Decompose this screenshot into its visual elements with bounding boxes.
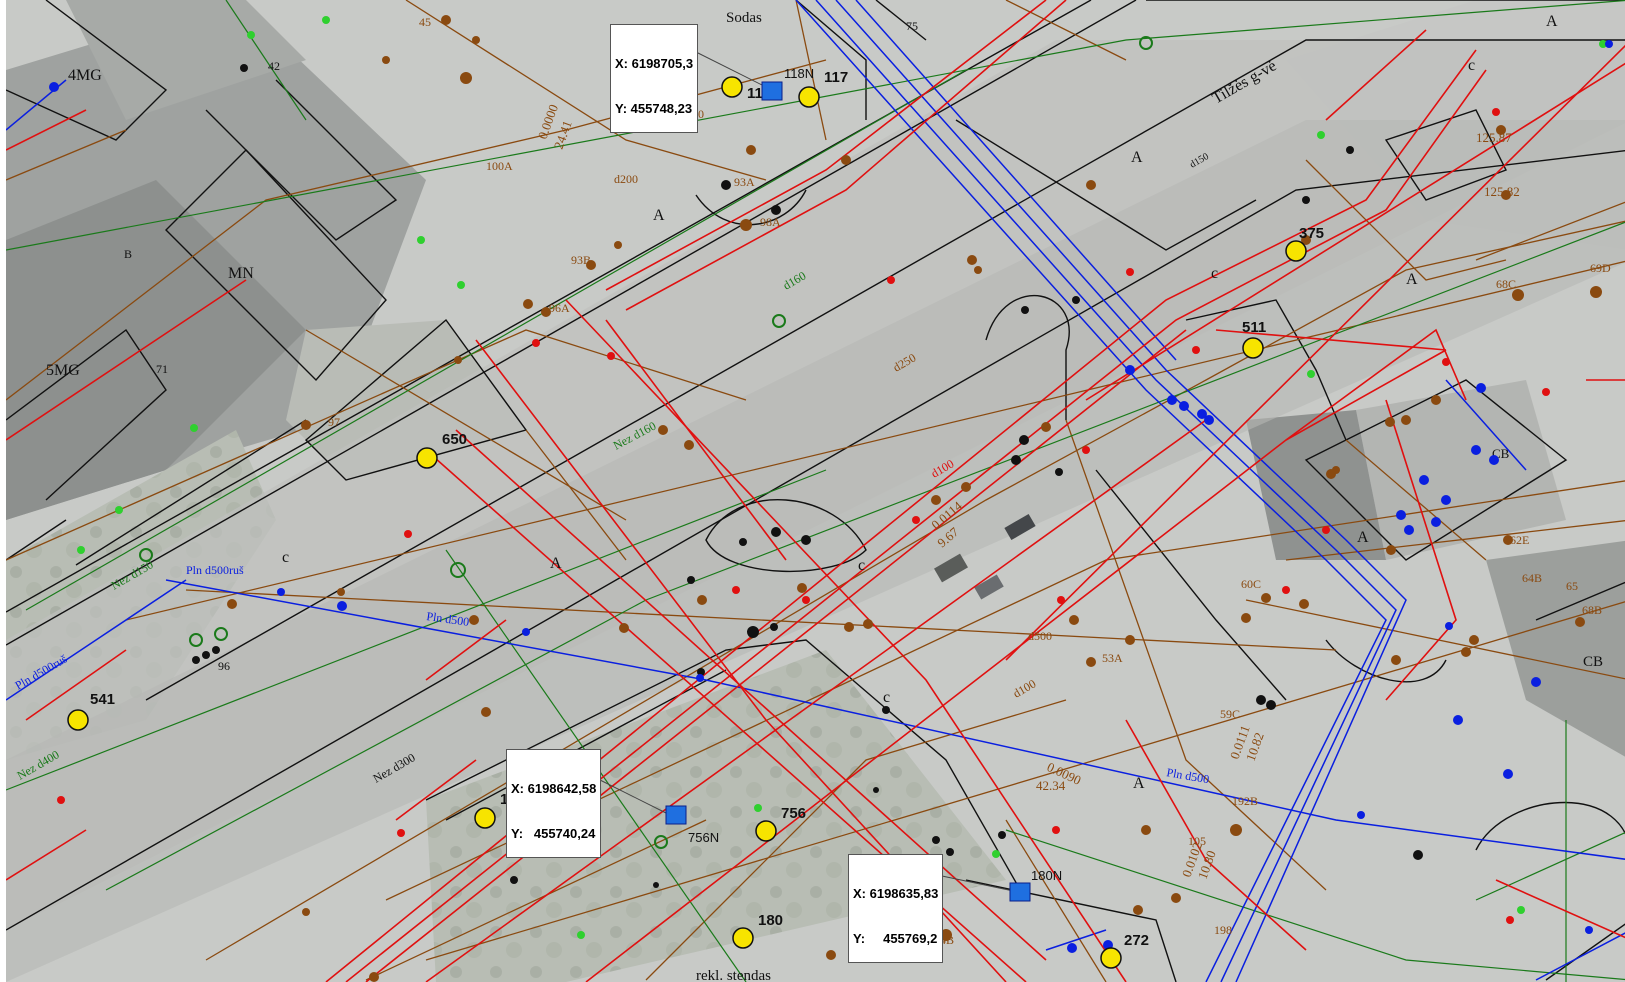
pipe-d200: d200 [614, 172, 638, 186]
svg-text:45: 45 [419, 15, 431, 29]
node-180n[interactable] [1009, 882, 1031, 902]
label-a2: A [653, 207, 665, 224]
node-label-118n: 118N [784, 66, 814, 81]
label-a7: A [1133, 775, 1145, 792]
svg-text:93A: 93A [734, 175, 755, 189]
coordinate-x: X: 6198642,58 [511, 781, 597, 796]
label-a4: A [1406, 271, 1418, 288]
svg-text:60C: 60C [1241, 577, 1261, 591]
point-label-511: 511 [1242, 319, 1266, 336]
point-label-650: 650 [442, 431, 467, 448]
svg-text:65: 65 [1566, 579, 1578, 593]
label-a3: A [1131, 149, 1143, 166]
label-c1: c [282, 549, 289, 566]
label-b: B [124, 247, 132, 261]
coordinate-box-118: X: 6198705,3 Y: 455748,23 [610, 24, 699, 133]
label-cb2: CB [1583, 654, 1603, 670]
svg-text:105: 105 [1188, 834, 1206, 848]
node-label-180n: 180N [1031, 868, 1062, 883]
water-lines [6, 0, 1625, 982]
survey-point-117[interactable] [798, 86, 820, 108]
coordinate-y: Y: 455769,2 [853, 931, 938, 946]
label-a1: A [1546, 13, 1558, 30]
node-label-756n: 756N [688, 830, 719, 845]
label-5mg: 5MG [46, 362, 80, 379]
svg-text:75: 75 [906, 19, 918, 33]
coordinate-x: X: 6198635,83 [853, 886, 939, 901]
svg-text:69D: 69D [1590, 261, 1611, 275]
svg-text:97: 97 [328, 415, 340, 429]
svg-text:42: 42 [268, 59, 280, 73]
label-stendas: rekl. stendas [696, 968, 771, 982]
coordinate-y: Y: 455740,24 [511, 826, 596, 841]
svg-text:53A: 53A [1102, 651, 1123, 665]
survey-point-139[interactable] [474, 807, 496, 829]
label-sodas: Sodas [726, 10, 762, 26]
svg-text:68C: 68C [1496, 277, 1516, 291]
label-c4: c [1468, 57, 1475, 74]
point-label-117: 117 [824, 69, 848, 86]
svg-text:59C: 59C [1220, 707, 1240, 721]
elev-12587: 125.87 [1476, 130, 1512, 145]
svg-text:71: 71 [156, 362, 168, 376]
power-points [57, 108, 1550, 924]
svg-text:100A: 100A [486, 159, 513, 173]
survey-point-511[interactable] [1242, 337, 1264, 359]
svg-text:62E: 62E [1510, 533, 1529, 547]
survey-point-180[interactable] [732, 927, 754, 949]
survey-point-375[interactable] [1285, 240, 1307, 262]
svg-text:68B: 68B [1582, 603, 1602, 617]
node-labels: 118N 756N 180N [688, 66, 1062, 883]
telecom-chambers [139, 36, 1153, 849]
survey-point-272[interactable] [1100, 947, 1122, 969]
survey-point-650[interactable] [416, 447, 438, 469]
misc-points [192, 64, 1423, 888]
point-label-541: 541 [90, 691, 115, 708]
svg-text:98A: 98A [760, 215, 781, 229]
coordinate-y: Y: 455748,23 [615, 101, 693, 116]
water-points [49, 40, 1613, 953]
label-c2: c [1211, 265, 1218, 282]
node-markers[interactable] [665, 81, 1031, 902]
label-a6: A [1357, 529, 1369, 546]
point-label-180: 180 [758, 912, 783, 929]
point-label-272: 272 [1124, 932, 1149, 949]
label-c5: c [858, 557, 865, 574]
survey-points[interactable] [67, 76, 1307, 969]
svg-text:96A: 96A [549, 301, 570, 315]
svg-text:64B: 64B [1522, 571, 1542, 585]
pipe-pln: Pln d500ruš [186, 563, 244, 577]
elev-4234: 42.34 [1036, 778, 1066, 793]
point-label-756: 756 [781, 805, 806, 822]
coordinate-box-756: X: 6198642,58 Y: 455740,24 [506, 749, 602, 858]
pipe-d500: d500 [1028, 629, 1052, 643]
node-118n[interactable] [761, 81, 783, 101]
svg-text:198: 198 [1214, 923, 1232, 937]
coordinate-x: X: 6198705,3 [615, 56, 694, 71]
label-a5: A [550, 555, 562, 572]
survey-point-756[interactable] [755, 820, 777, 842]
label-c3: c [883, 689, 890, 706]
svg-text:192B: 192B [1232, 794, 1258, 808]
label-4mg: 4MG [68, 67, 102, 84]
point-label-375: 375 [1299, 225, 1324, 242]
svg-text:96: 96 [218, 659, 230, 673]
map-canvas[interactable]: 4MG MN 5MG B CB CB A A A A A A A c c c c… [6, 0, 1625, 982]
coordinate-box-180: X: 6198635,83 Y: 455769,2 [848, 854, 944, 963]
node-756n[interactable] [665, 805, 687, 825]
survey-point-541[interactable] [67, 709, 89, 731]
aerial-background [6, 0, 1625, 982]
pipe-pln2: Pln d500 [426, 609, 471, 629]
label-mn: MN [228, 265, 254, 282]
survey-point-118[interactable] [721, 76, 743, 98]
svg-text:93B: 93B [571, 253, 591, 267]
